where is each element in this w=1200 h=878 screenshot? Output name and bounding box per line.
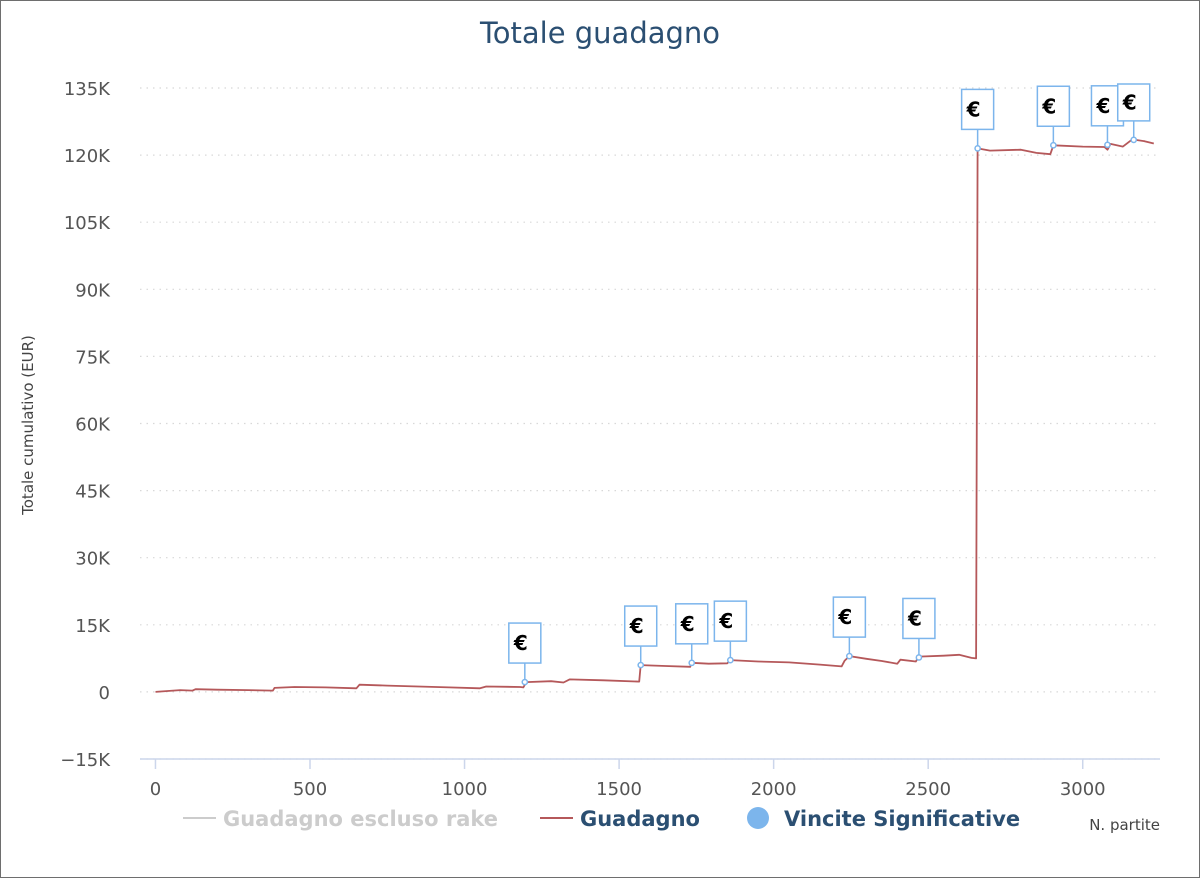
series-line-guadagno [155,138,1155,693]
win-flag[interactable]: € [1116,83,1151,144]
x-tick-label: 3000 [1060,779,1106,800]
gridlines [140,87,1160,760]
flag-box [623,605,658,647]
y-tick-label: 75K [75,347,111,368]
win-point [974,145,981,152]
x-tick-label: 2500 [905,779,951,800]
win-flag[interactable]: € [674,603,709,667]
axes: −15K 0 15K 30K 45K 60K 75K 90K 105K 120K 135K 0 500 1… [60,79,1160,800]
chart-title: Totale guadagno [479,16,720,50]
euro-icon: € [718,609,733,633]
y-tick-label: 0 [99,683,110,704]
x-tick-label: 2000 [751,779,797,800]
euro-icon: € [907,606,922,630]
euro-icon: € [513,631,528,655]
win-point [1050,141,1057,149]
win-flag[interactable]: € [623,605,658,669]
euro-icon: € [1122,90,1137,114]
win-point [1104,141,1111,149]
significant-win-flags: € € € € € € € € € € [508,83,1151,686]
legend-label: Guadagno [580,807,700,831]
win-point [1130,136,1138,144]
win-flag[interactable]: € [832,596,867,660]
x-tick-label: 1500 [596,779,642,800]
win-point [688,659,696,667]
win-flag[interactable]: € [713,600,748,664]
y-tick-label: 120K [64,146,111,167]
euro-icon: € [680,612,695,636]
euro-icon: € [629,614,644,638]
y-tick-label: 45K [75,482,111,503]
flag-box [674,603,709,645]
flag-box [960,88,995,131]
y-tick-label: 60K [75,415,111,436]
win-point [521,678,529,686]
y-axis-label: Totale cumulativo (EUR) [19,335,37,516]
win-flag[interactable]: € [902,597,936,661]
win-flag[interactable]: € [508,622,542,686]
euro-icon: € [837,605,852,629]
win-point [637,661,645,669]
x-axis-label: N. partite [1089,816,1160,834]
legend-dot-symbol [747,807,769,829]
euro-icon: € [966,97,981,121]
y-tick-label: 15K [75,616,111,637]
plot-area [155,138,1155,693]
win-point [915,654,923,661]
win-point [846,652,853,660]
flag-box [832,596,867,638]
legend-item-guadagno[interactable]: Guadagno [540,807,700,831]
flag-box [1036,85,1071,128]
flag-box [508,622,542,664]
x-tick-label: 0 [150,779,161,800]
x-tick-label: 1000 [442,779,488,800]
legend-item-guadagno-escluso-rake[interactable]: Guadagno escluso rake [183,807,498,831]
win-flag[interactable]: € [960,88,995,152]
y-tick-label: 105K [64,213,111,234]
legend: Guadagno escluso rake Guadagno Vincite Sig… [183,807,1020,831]
y-tick-label: 30K [75,549,111,570]
euro-icon: € [1041,94,1056,118]
legend-label: Vincite Significative [784,807,1020,831]
y-tick-label: 90K [75,280,111,301]
win-point [727,656,734,664]
y-tick-label: 135K [64,79,111,100]
flag-box [1116,83,1151,122]
win-flag[interactable]: € [1036,85,1071,149]
flag-box [902,597,936,640]
flag-box [713,600,748,642]
legend-label: Guadagno escluso rake [223,807,498,831]
legend-item-vincite-significative[interactable]: Vincite Significative [747,807,1020,831]
y-tick-label: −15K [60,750,111,771]
euro-icon: € [1095,94,1110,118]
x-tick-label: 500 [293,779,327,800]
